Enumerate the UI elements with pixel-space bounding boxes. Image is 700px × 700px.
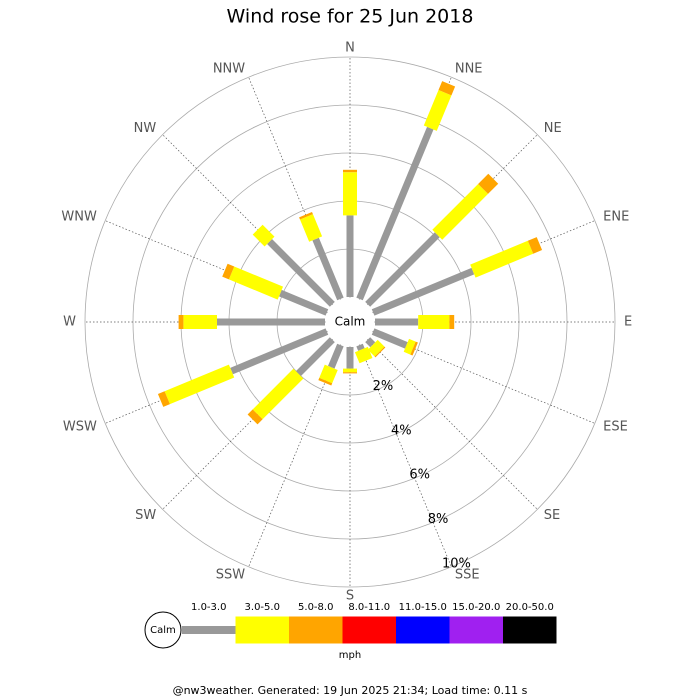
direction-label: SE: [544, 508, 560, 523]
legend-swatch: [396, 616, 450, 644]
wind-segment: [432, 183, 489, 240]
wind-segment: [295, 337, 335, 377]
wind-segment: [371, 267, 475, 316]
spoke: [349, 321, 538, 510]
wind-segment: [299, 211, 313, 220]
wind-segment: [252, 224, 275, 247]
direction-label: W: [63, 315, 76, 330]
footer: @nw3weather. Generated: 19 Jun 2025 21:3…: [173, 684, 528, 697]
legend-label: 1.0-3.0: [191, 602, 226, 613]
wind-segment: [403, 338, 416, 355]
wind-segment: [371, 328, 408, 349]
wind-segment: [354, 346, 373, 364]
legend-label: 3.0-5.0: [245, 602, 280, 613]
wind-segment: [365, 232, 440, 307]
direction-label: SW: [135, 508, 156, 523]
wind-segment: [478, 173, 499, 194]
wind-segment: [228, 266, 284, 300]
ring-label: 4%: [391, 423, 412, 438]
wind-segment: [328, 343, 344, 369]
wind-segment: [410, 341, 418, 356]
direction-label: WSW: [63, 419, 97, 434]
wind-segment: [367, 339, 385, 357]
direction-label: NW: [134, 121, 157, 136]
wind-segment: [470, 240, 534, 278]
direction-label: S: [346, 589, 354, 604]
wind-segment: [423, 90, 452, 131]
legend-swatch: [289, 616, 343, 644]
wind-segment: [356, 126, 434, 301]
legend-calm-circle: [144, 611, 182, 649]
spoke: [248, 321, 351, 567]
wind-segment: [267, 239, 335, 307]
direction-label: N: [345, 41, 355, 56]
direction-label: SSE: [455, 568, 480, 583]
direction-label: ENE: [603, 210, 629, 225]
legend-swatch: [503, 616, 557, 644]
legend-label: 11.0-15.0: [399, 602, 447, 613]
ring-label: 6%: [409, 468, 430, 483]
ring-label: 8%: [428, 512, 449, 527]
direction-label: NE: [544, 121, 562, 136]
legend-label: 8.0-11.0: [348, 602, 390, 613]
legend-label: 20.0-50.0: [506, 602, 554, 613]
calm-label: Calm: [335, 315, 366, 329]
calm-circle: [326, 298, 374, 346]
legend-swatch: [182, 626, 236, 634]
wind-segment: [319, 364, 338, 384]
spoke: [349, 321, 452, 567]
wind-segment: [157, 391, 170, 407]
spoke: [162, 321, 351, 510]
wind-segment: [365, 337, 376, 348]
legend-calm-label: Calm: [150, 625, 176, 636]
direction-label: ESE: [603, 419, 628, 434]
spoke: [105, 321, 351, 424]
legend-swatch: [449, 616, 503, 644]
wind-segment: [247, 409, 263, 425]
wind-segment: [527, 237, 543, 254]
legend-label: 5.0-8.0: [298, 602, 333, 613]
wind-segment: [438, 81, 456, 96]
spoke: [349, 134, 538, 323]
wind-segment: [318, 377, 333, 386]
wind-segment: [374, 346, 386, 358]
legend-label: 15.0-20.0: [452, 602, 500, 613]
legend-swatch: [342, 616, 396, 644]
wind-segment: [230, 328, 329, 375]
direction-label: WNW: [61, 210, 97, 225]
wind-segment: [252, 368, 304, 420]
spoke: [105, 220, 351, 323]
wind-segment: [164, 364, 235, 405]
legend-unit: mph: [339, 650, 361, 661]
direction-label: E: [624, 315, 632, 330]
grid-ring: [84, 56, 616, 588]
direction-label: SSW: [216, 568, 246, 583]
chart-title: Wind rose for 25 Jun 2018: [227, 6, 474, 28]
ring-label: 2%: [373, 379, 394, 394]
ring-label: 10%: [442, 556, 471, 571]
spoke: [349, 321, 595, 424]
spoke: [162, 134, 351, 323]
wind-segment: [279, 289, 329, 316]
legend-swatch: [235, 616, 289, 644]
direction-label: NNE: [455, 61, 483, 76]
direction-label: NNW: [213, 61, 245, 76]
wind-segment: [222, 263, 235, 280]
wind-segment: [312, 237, 344, 301]
spoke: [349, 220, 595, 323]
wind-segment: [356, 343, 365, 351]
spoke: [248, 77, 351, 323]
wind-segment: [299, 214, 323, 242]
